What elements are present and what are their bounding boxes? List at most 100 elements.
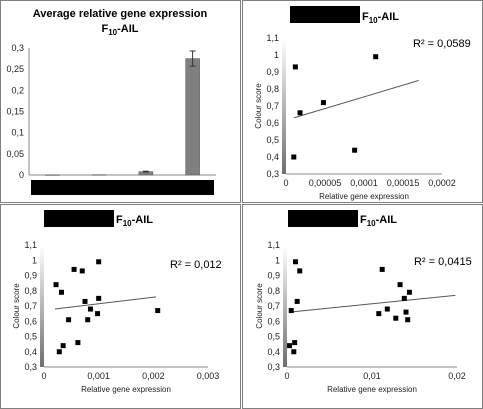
x-tick-label: 0,002 — [142, 371, 165, 381]
y-tick-label: 0,5 — [24, 332, 37, 342]
data-point — [96, 259, 102, 265]
r-squared-label: R² = 0,0589 — [413, 38, 471, 50]
title-strain-subscript: 10 — [369, 16, 378, 25]
data-point — [401, 295, 407, 301]
data-point — [297, 110, 303, 116]
trend-line — [293, 80, 419, 119]
y-tick-label: 0,6 — [266, 118, 279, 128]
x-tick-label: 0,02 — [448, 371, 466, 381]
y-tick-label: 1,1 — [267, 240, 280, 250]
x-tick-label: 0 — [284, 371, 289, 381]
y-tick-label: 1,1 — [266, 33, 279, 43]
title-strain-subscript: 10 — [367, 219, 376, 228]
y-tick-label: 0,15 — [6, 107, 24, 117]
y-tick-label: 0,9 — [266, 67, 279, 77]
data-point — [293, 259, 298, 265]
y-axis-label: Colour score — [254, 83, 263, 129]
bar-chart-title: Average relative gene expression — [33, 8, 208, 20]
y-tick-label: 0,5 — [267, 332, 280, 342]
bar — [45, 174, 60, 176]
data-point — [403, 309, 409, 315]
x-tick-label: 0,003 — [197, 371, 220, 381]
scatter-panel-3: F10-AIL R² = 0,0415 0,30,40,50,60,70,80,… — [255, 210, 472, 394]
y-tick-label: 0,2 — [11, 85, 24, 95]
x-axis-label: Relative gene expression — [81, 385, 171, 394]
r-squared-label: R² = 0,012 — [170, 259, 222, 271]
data-point — [397, 282, 403, 288]
y-tick-label: 0,5 — [266, 135, 279, 145]
y-tick-label: 0,3 — [267, 362, 280, 372]
scatter-2-title-strain: F10-AIL — [116, 214, 153, 228]
data-point — [66, 317, 72, 323]
data-point — [292, 340, 298, 346]
title-strain-letter: F — [101, 23, 108, 35]
scatter-panel-2: F10-AIL R² = 0,012 0,30,40,50,60,70,80,9… — [12, 210, 222, 394]
y-tick-label: 0,3 — [24, 362, 37, 372]
data-point — [373, 54, 379, 60]
title-strain-letter: F — [362, 11, 369, 23]
data-point — [155, 308, 161, 314]
bar — [91, 174, 107, 176]
data-point — [96, 295, 102, 301]
data-point — [71, 266, 77, 272]
title-strain-letter: F — [116, 214, 123, 226]
data-point — [384, 306, 390, 312]
title-strain-subscript: 10 — [123, 219, 132, 228]
scatter-3-title-strain: F10-AIL — [360, 214, 397, 228]
y-axis-gradient-bar — [283, 245, 287, 367]
y-tick-label: 0,7 — [266, 101, 279, 111]
y-tick-label: 1 — [274, 50, 279, 60]
y-tick-label: 0,3 — [11, 43, 24, 53]
y-tick-label: 0,4 — [24, 347, 37, 357]
x-tick-label: 0,001 — [87, 371, 110, 381]
title-strain-suffix: -AIL — [376, 214, 398, 226]
data-point — [291, 154, 297, 160]
scatter-1-title-strain: F10-AIL — [362, 11, 399, 25]
x-tick-label: 0 — [41, 371, 46, 381]
y-tick-label: 0,6 — [267, 316, 280, 326]
data-point — [287, 343, 293, 349]
title-strain-suffix: -AIL — [132, 214, 154, 226]
y-tick-label: 0 — [19, 170, 24, 180]
bar — [185, 58, 200, 176]
title-strain-suffix: -AIL — [378, 11, 400, 23]
title-strain-letter: F — [360, 214, 367, 226]
data-point — [376, 311, 382, 317]
title-redaction — [290, 6, 360, 23]
data-point — [320, 100, 326, 106]
x-axis-label: Relative gene expression — [327, 385, 417, 394]
y-axis-gradient-bar — [282, 38, 286, 174]
data-point — [85, 317, 91, 323]
y-tick-label: 0,05 — [6, 149, 24, 159]
y-tick-label: 0,4 — [266, 152, 279, 162]
y-tick-label: 1,1 — [24, 240, 37, 250]
y-tick-label: 0,6 — [24, 316, 37, 326]
y-tick-label: 0,4 — [267, 347, 280, 357]
data-point — [292, 64, 298, 70]
y-tick-label: 0,9 — [267, 271, 280, 281]
y-tick-label: 1 — [32, 255, 37, 265]
title-redaction — [44, 210, 114, 227]
title-redaction — [288, 210, 358, 227]
title-strain-subscript: 10 — [108, 28, 117, 37]
data-point — [288, 308, 294, 314]
data-point — [60, 343, 66, 349]
data-point — [75, 340, 81, 346]
y-tick-label: 0,9 — [24, 271, 37, 281]
y-tick-label: 0,3 — [266, 169, 279, 179]
x-axis-label: Relative gene expression — [319, 192, 409, 201]
trend-line — [289, 294, 456, 313]
data-point — [406, 289, 412, 295]
y-tick-label: 0,8 — [266, 84, 279, 94]
x-tick-label: 0,00015 — [387, 178, 420, 188]
x-tick-label: 0,0002 — [428, 178, 456, 188]
data-point — [56, 349, 62, 355]
trend-line — [54, 296, 157, 310]
data-point — [79, 268, 85, 274]
y-axis-label: Colour score — [255, 283, 264, 329]
data-point — [405, 317, 411, 323]
panel-frame-bar — [0, 0, 241, 203]
bar-chart-panel: Average relative gene expression F10-AIL… — [6, 8, 216, 195]
y-tick-label: 1 — [275, 255, 280, 265]
